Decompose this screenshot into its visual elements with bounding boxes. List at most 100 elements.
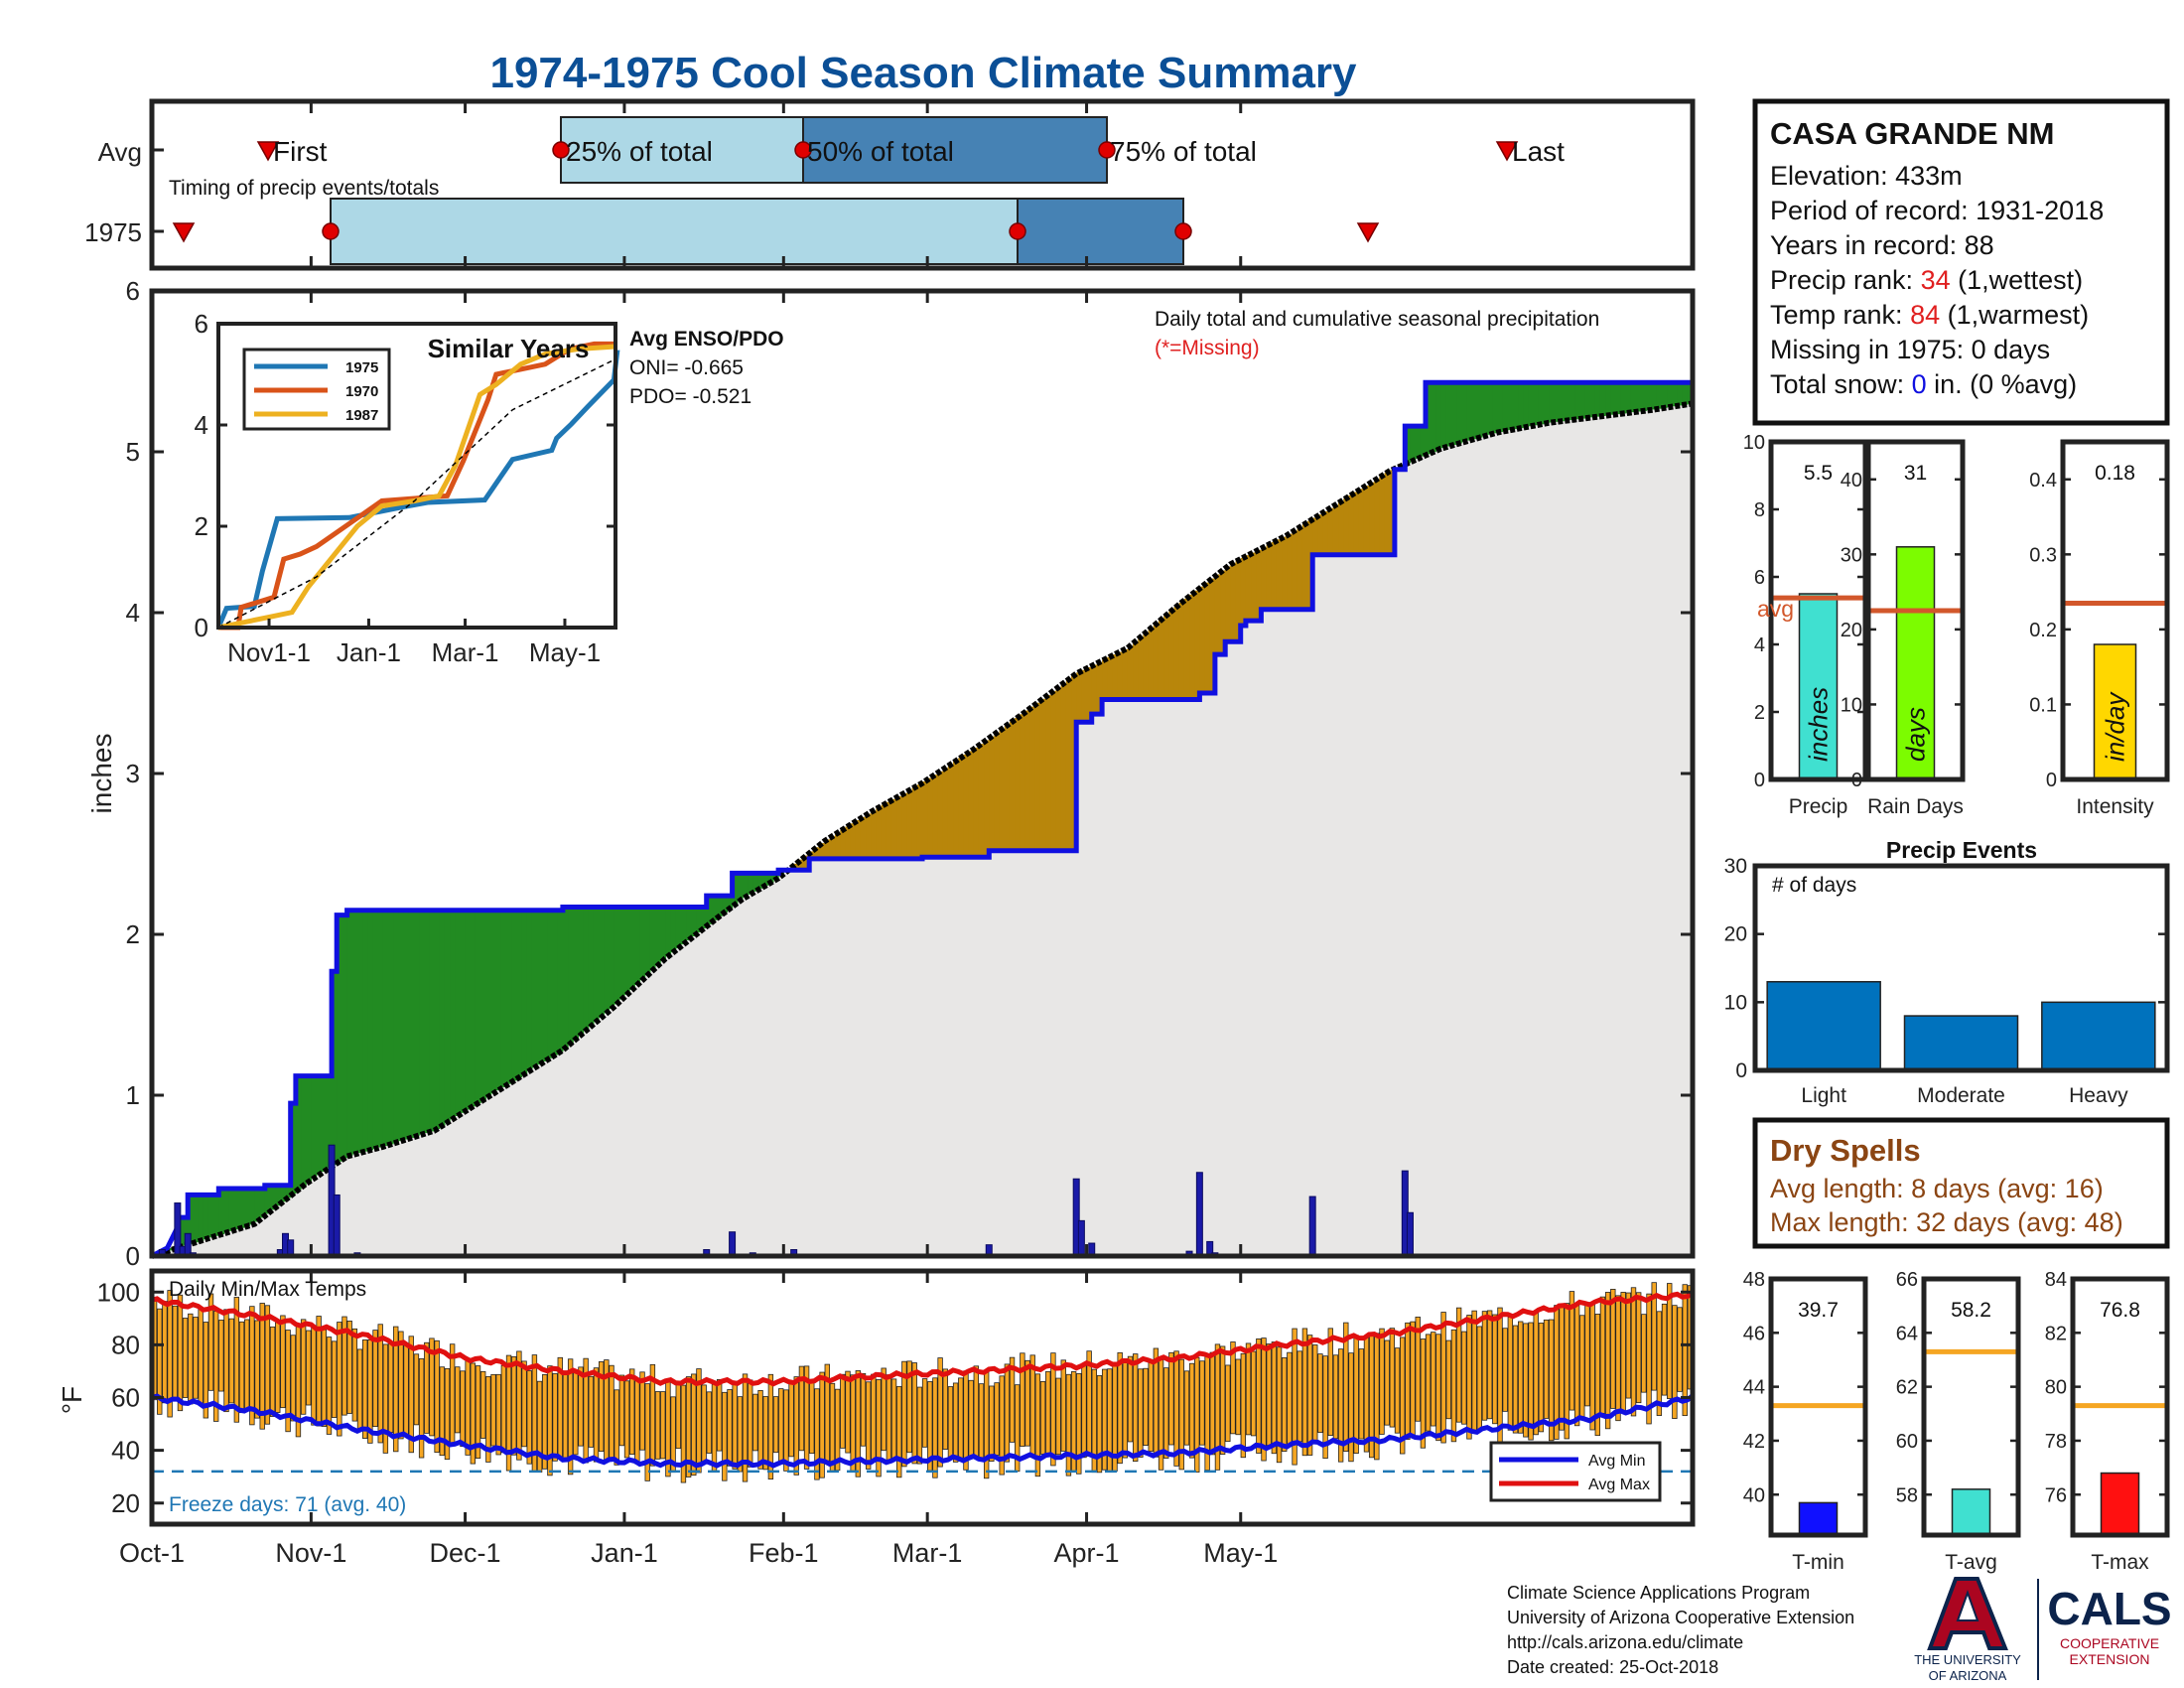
daily-temp-bar — [1476, 1326, 1482, 1431]
daily-temp-bar — [1219, 1345, 1226, 1455]
below-average-fill — [896, 795, 902, 859]
above-average-fill — [1682, 382, 1689, 405]
summary-avg-label-precip-total: avg — [1757, 596, 1794, 622]
temp-rank: Temp rank: 84 (1,warmest) — [1770, 300, 2089, 330]
daily-temp-bar — [1306, 1335, 1313, 1456]
above-average-fill — [675, 907, 682, 949]
below-average-fill — [840, 829, 846, 859]
below-average-fill — [942, 768, 949, 858]
event-bar-light — [1766, 980, 1881, 1071]
daily-temp-bar — [1322, 1355, 1328, 1460]
below-average-fill — [1287, 533, 1294, 610]
daily-temp-bar — [855, 1370, 862, 1477]
above-average-fill — [644, 907, 651, 976]
below-average-fill — [1353, 492, 1360, 555]
summary-ytick-label: 20 — [1841, 620, 1862, 641]
daily-temp-bar — [762, 1396, 768, 1471]
daily-temp-bar — [1199, 1360, 1205, 1446]
timing-panel: Avg 1975 Timing of precip events/totals … — [84, 98, 1696, 271]
above-average-fill — [470, 910, 477, 1107]
daily-temp-bar — [1327, 1328, 1333, 1437]
below-average-fill — [1076, 672, 1082, 723]
daily-temp-bar — [958, 1377, 964, 1462]
daily-temp-bar — [742, 1373, 749, 1482]
year-box-50-75 — [1017, 198, 1184, 265]
daily-temp-bar — [1635, 1292, 1642, 1404]
above-average-fill — [1492, 382, 1499, 434]
below-average-fill — [1343, 497, 1349, 555]
below-average-fill — [1261, 547, 1268, 610]
below-average-fill — [1015, 718, 1021, 851]
below-average-fill — [876, 807, 883, 859]
daily-temp-bar — [793, 1376, 799, 1476]
above-average-fill — [264, 1185, 271, 1214]
above-average-fill — [1589, 382, 1596, 418]
daily-temp-bar — [906, 1360, 912, 1454]
daily-temp-bar — [1389, 1328, 1396, 1428]
below-average-fill — [1183, 598, 1190, 700]
above-average-fill — [762, 873, 769, 886]
daily-temp-bar — [475, 1365, 481, 1459]
above-average-fill — [1481, 382, 1488, 437]
freeze-label: Freeze days: 71 (avg. 40) — [169, 1493, 406, 1516]
above-average-fill — [500, 910, 507, 1087]
summary-ytick-label: 80 — [2045, 1377, 2067, 1399]
daily-temp-bar — [264, 1305, 271, 1425]
enso-oni: ONI= -0.665 — [629, 356, 744, 379]
summary-ytick-label: 66 — [1896, 1269, 1918, 1291]
above-average-fill — [301, 1075, 307, 1187]
daily-temp-bar — [223, 1309, 229, 1413]
summary-bar-rain-days — [1895, 546, 1936, 780]
summary-frame-precip-total — [1768, 439, 1868, 782]
temp-ytick-label: 40 — [111, 1436, 140, 1466]
inset-frame — [216, 322, 617, 630]
daily-temp-bar — [1039, 1381, 1046, 1455]
daily-temp-bar — [1486, 1310, 1493, 1420]
precip-events-panel: Precip Events Light Moderate Heavy0102030 … — [1724, 837, 2170, 1107]
main-chart-frame — [149, 288, 1696, 1259]
above-average-fill — [604, 907, 611, 1014]
above-average-fill — [1507, 382, 1514, 431]
below-average-fill — [1301, 523, 1308, 610]
daily-temp-bar — [1173, 1350, 1179, 1467]
below-average-fill — [1209, 578, 1216, 693]
below-average-fill — [1127, 645, 1134, 700]
below-average-fill — [1060, 683, 1067, 851]
year-box-25-50 — [330, 198, 1019, 265]
daily-temp-bar — [1543, 1319, 1550, 1419]
daily-temp-bar — [860, 1372, 867, 1447]
daily-temp-bar — [675, 1380, 681, 1450]
enso-pdo: PDO= -0.521 — [629, 385, 751, 408]
above-average-fill — [588, 907, 595, 1027]
above-average-fill — [460, 910, 467, 1113]
summary-chart-t-avg: 58 60 62 64 66 58.2 T-avg — [1896, 1269, 2021, 1574]
above-average-fill — [526, 910, 533, 1071]
avg-max-line — [151, 1291, 1695, 1387]
daily-temp-bar — [865, 1381, 872, 1470]
daily-temp-bar — [1564, 1303, 1570, 1440]
above-average-fill — [306, 1075, 312, 1183]
timing-label-last: Last — [1512, 136, 1565, 167]
above-average-fill — [609, 907, 615, 1010]
below-average-fill — [850, 823, 857, 859]
xtick-label-mar-1: Mar-1 — [892, 1538, 963, 1568]
daily-temp-bar — [1512, 1325, 1519, 1434]
above-average-fill — [254, 1188, 261, 1222]
above-average-fill — [1559, 382, 1566, 422]
summary-ytick-label: 40 — [1841, 470, 1862, 492]
above-average-fill — [346, 910, 353, 1156]
dry-spells-max: Max length: 32 days (avg: 48) — [1770, 1207, 2123, 1237]
xtick-label-apr-1: Apr-1 — [1054, 1538, 1120, 1568]
summary-ytick-label: 64 — [1896, 1323, 1918, 1344]
temp-chart: Oct-1 Nov-1 Dec-1 Jan-1 Feb-1 Mar-1 Apr-1 May-1… — [57, 1268, 1696, 1568]
above-average-fill — [670, 907, 677, 953]
footer: Climate Science Applications Program Uni… — [1507, 1583, 1854, 1677]
below-average-fill — [1338, 501, 1344, 555]
daily-temp-bar — [890, 1378, 897, 1459]
above-average-fill — [1610, 382, 1616, 415]
daily-temp-bar — [598, 1361, 605, 1453]
year-50-marker — [1009, 222, 1026, 240]
below-average-fill — [968, 751, 975, 858]
summary-ytick-label: 44 — [1743, 1377, 1765, 1399]
daily-temp-bar — [182, 1318, 189, 1398]
